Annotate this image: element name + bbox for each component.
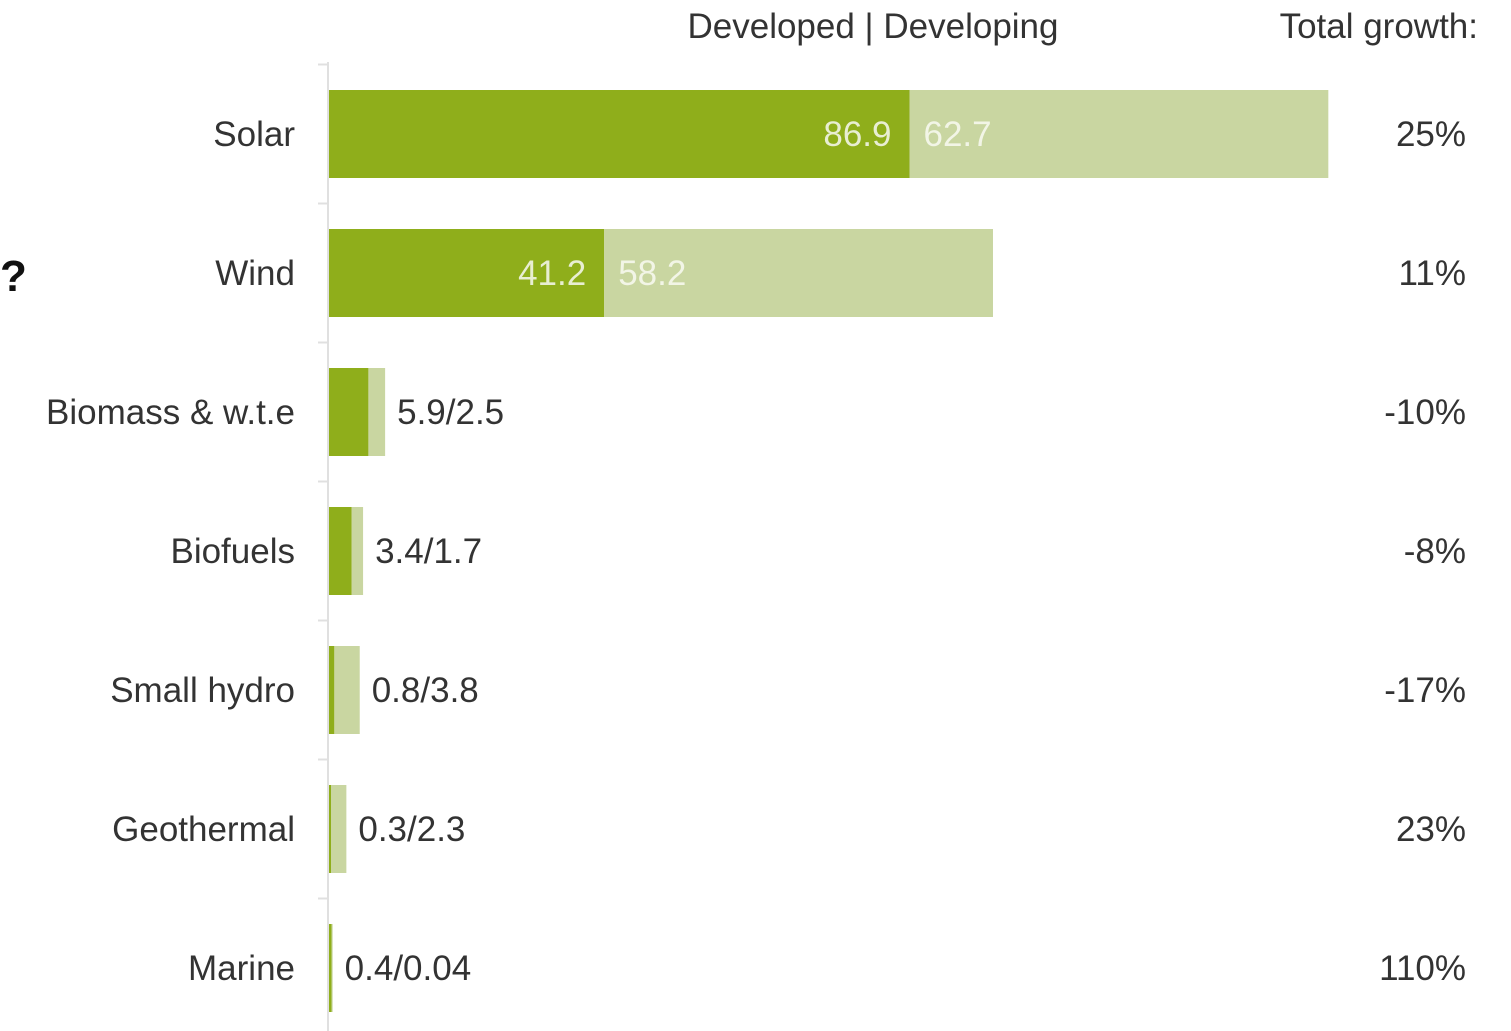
bar-developed xyxy=(329,785,332,873)
bar-developing xyxy=(368,368,386,456)
bars-group: Solar 86.9 62.7 25% Wind 41.2 58.2 11% Biomass &… xyxy=(46,63,1466,1012)
bar-developed xyxy=(329,924,332,1012)
category-label: Small hydro xyxy=(110,671,295,710)
bar-developing xyxy=(331,924,333,1012)
growth-header: Total growth: xyxy=(1280,7,1478,46)
bar-developing xyxy=(909,90,1329,178)
bar-value-label: 3.4/1.7 xyxy=(375,532,482,571)
category-label: Geothermal xyxy=(112,810,295,849)
category-label: Solar xyxy=(213,115,295,154)
bar-developed xyxy=(329,507,352,595)
bar-developed xyxy=(329,646,335,734)
growth-label: 23% xyxy=(1396,810,1466,849)
bar-developing xyxy=(604,229,993,317)
bar-value-label: 0.3/2.3 xyxy=(358,810,465,849)
chart-header: Developed | Developing xyxy=(687,7,1058,46)
growth-label: 110% xyxy=(1379,949,1466,988)
growth-label: -8% xyxy=(1404,532,1466,571)
bar-developing-value-label: 58.2 xyxy=(618,254,686,293)
category-label: Biomass & w.t.e xyxy=(46,393,295,432)
question-mark-annotation: ? xyxy=(0,252,27,301)
category-label: Wind xyxy=(215,254,295,293)
category-label: Marine xyxy=(188,949,295,988)
bar-developing xyxy=(334,646,360,734)
bar-developing xyxy=(351,507,364,595)
growth-label: -17% xyxy=(1384,671,1466,710)
bar-value-label: 0.8/3.8 xyxy=(372,671,479,710)
bar-developing xyxy=(331,785,347,873)
growth-label: -10% xyxy=(1384,393,1466,432)
bar-developed-value-label: 41.2 xyxy=(518,254,586,293)
bar-developed-value-label: 86.9 xyxy=(823,115,891,154)
bar-value-label: 5.9/2.5 xyxy=(397,393,504,432)
bar-developed xyxy=(329,368,369,456)
growth-label: 25% xyxy=(1396,115,1466,154)
bar-developing-value-label: 62.7 xyxy=(923,115,991,154)
bar-value-label: 0.4/0.04 xyxy=(345,949,472,988)
bar-developed xyxy=(329,229,605,317)
bar-developed xyxy=(329,90,910,178)
growth-label: 11% xyxy=(1399,254,1466,293)
category-label: Biofuels xyxy=(170,532,295,571)
